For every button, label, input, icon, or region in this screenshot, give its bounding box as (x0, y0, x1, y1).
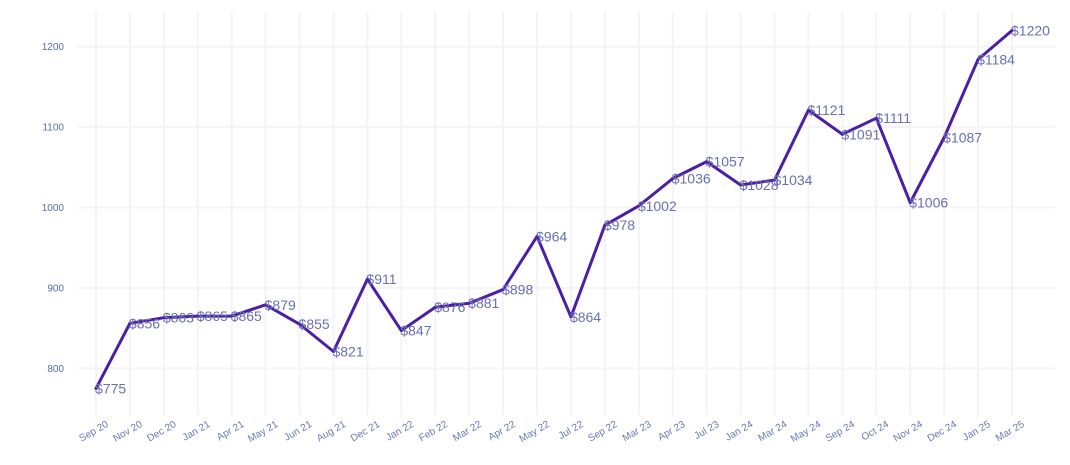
data-label: $1002 (638, 198, 677, 214)
y-tick-label: 1000 (42, 203, 65, 214)
data-point (501, 288, 505, 292)
data-point (399, 329, 403, 333)
data-label: $1028 (740, 177, 779, 193)
x-tick-label: Dec 20 (145, 419, 178, 445)
data-point (773, 178, 777, 182)
x-tick-label: Nov 24 (892, 419, 925, 445)
data-point (671, 177, 675, 181)
data-point (603, 223, 607, 227)
y-tick-label: 1100 (42, 123, 64, 134)
x-tick-label: Apr 23 (656, 419, 687, 443)
data-point (942, 135, 946, 139)
grid (78, 12, 1055, 415)
data-label: $865 (197, 308, 228, 324)
data-point (298, 322, 302, 326)
x-tick-label: Oct 24 (860, 419, 891, 443)
data-label: $1111 (875, 110, 911, 126)
data-point (840, 132, 844, 136)
data-point (637, 204, 641, 208)
data-label: $1087 (943, 129, 982, 145)
x-tick-label: Mar 24 (757, 419, 790, 444)
data-label: $856 (129, 315, 160, 331)
data-label: $865 (231, 308, 262, 324)
x-tick-label: Nov 20 (111, 419, 144, 445)
x-tick-label: Mar 25 (994, 419, 1027, 444)
data-label: $1036 (672, 171, 711, 187)
data-point (230, 314, 234, 318)
data-point (264, 303, 268, 307)
x-tick-label: May 21 (246, 419, 280, 445)
y-axis: 800 900 1000 1100 1200 (42, 42, 65, 375)
data-point (196, 314, 200, 318)
x-tick-label: Apr 22 (487, 419, 518, 443)
x-tick-label: Jan 21 (181, 419, 213, 444)
x-tick-label: Aug 21 (315, 419, 348, 445)
x-tick-label: May 24 (789, 419, 823, 445)
data-point (1010, 29, 1014, 33)
data-label: $978 (604, 217, 635, 233)
data-labels: $775$856 $863 $865 $865$879$855$821$911$847… (95, 23, 1050, 397)
data-label: $1034 (774, 172, 813, 188)
data-point (162, 316, 166, 320)
data-label: $964 (536, 228, 567, 244)
x-tick-label: Feb 22 (417, 419, 450, 444)
x-tick-label: Mar 22 (451, 419, 484, 444)
x-tick-label: Jan 25 (961, 419, 993, 444)
x-tick-label: Apr 21 (215, 419, 246, 443)
data-label: $855 (299, 316, 330, 332)
data-label: $1220 (1011, 23, 1050, 39)
series-line (94, 29, 1014, 390)
data-label: $876 (434, 299, 465, 315)
data-label: $881 (468, 295, 499, 311)
x-tick-label: Jan 22 (384, 419, 416, 444)
series (94, 29, 1014, 390)
data-point (467, 301, 471, 305)
data-point (976, 57, 980, 61)
data-label: $1184 (977, 51, 1015, 67)
data-label: $847 (400, 323, 431, 339)
data-point (535, 234, 539, 238)
data-label: $1006 (909, 195, 948, 211)
x-tick-label: Jun 21 (283, 419, 315, 444)
data-label: $775 (95, 380, 126, 396)
data-point (433, 305, 437, 309)
data-label: $1121 (807, 102, 845, 118)
y-tick-label: 800 (47, 364, 64, 375)
data-point (739, 183, 743, 187)
data-label: $1091 (841, 126, 880, 142)
y-tick-label: 1200 (42, 42, 65, 53)
x-tick-label: Sep 20 (78, 419, 111, 445)
data-label: $898 (502, 282, 533, 298)
data-point (94, 386, 98, 390)
x-tick-label: Jan 24 (724, 419, 756, 444)
data-point (874, 116, 878, 120)
x-tick-label: May 22 (518, 419, 552, 445)
x-tick-label: Mar 23 (621, 419, 654, 444)
data-label: $911 (366, 271, 396, 287)
x-tick-label: Sep 24 (824, 419, 857, 445)
x-tick-label: Dec 24 (926, 419, 959, 445)
data-point (908, 201, 912, 205)
data-point (705, 160, 709, 164)
data-label: $879 (265, 297, 296, 313)
x-tick-label: Sep 22 (586, 419, 619, 445)
data-point (331, 349, 335, 353)
x-tick-label: Jul 23 (693, 419, 722, 442)
x-axis: Sep 20 Nov 20 Dec 20 Jan 21 Apr 21 May 21 Jun … (78, 419, 1027, 445)
x-tick-label: Jul 22 (557, 419, 586, 442)
data-label: $863 (163, 310, 194, 326)
data-label: $864 (570, 309, 601, 325)
data-label: $1057 (706, 154, 745, 170)
data-point (806, 108, 810, 112)
y-tick-label: 900 (47, 283, 64, 294)
data-label: $821 (332, 343, 363, 359)
data-point (365, 277, 369, 281)
data-point (569, 315, 573, 319)
x-tick-label: Dec 21 (349, 419, 382, 445)
data-point (128, 321, 132, 325)
